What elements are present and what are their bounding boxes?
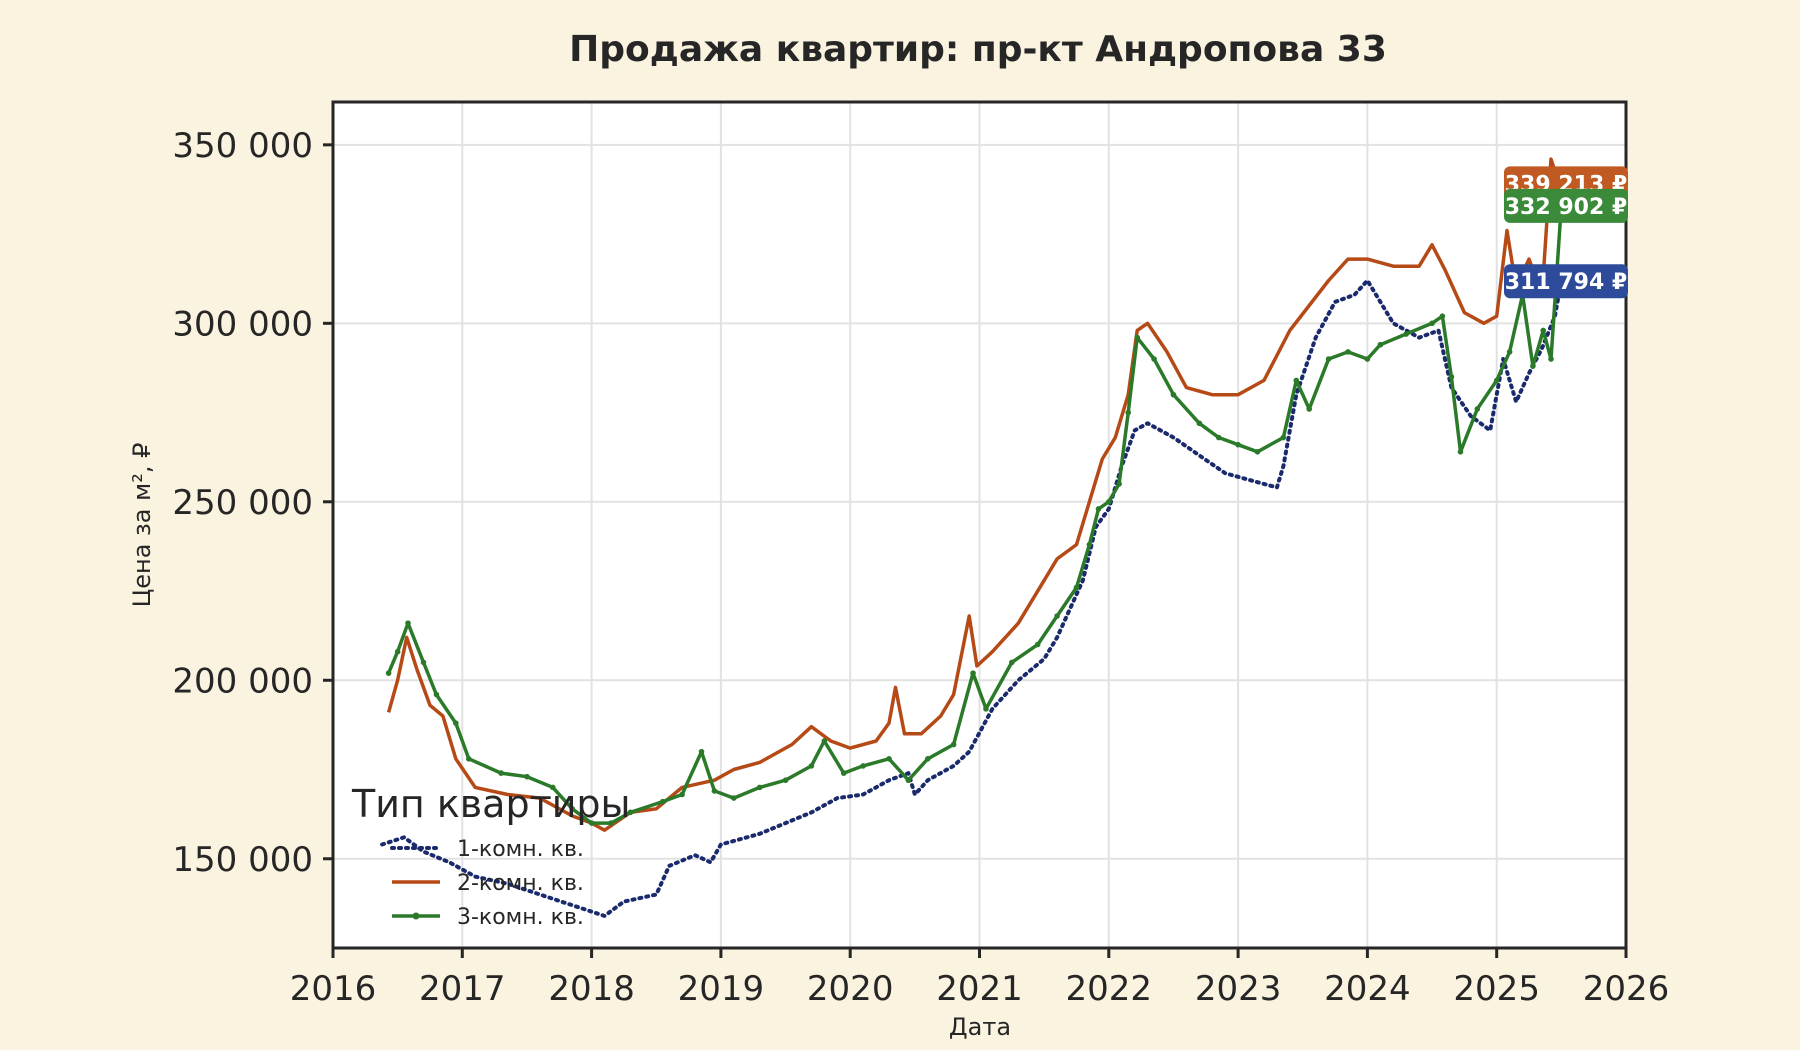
series-point: [1034, 641, 1041, 648]
series-point: [1457, 449, 1464, 455]
x-tick-label: 2020: [807, 969, 894, 1009]
y-tick-label: 150 000: [172, 840, 313, 880]
series-point: [1325, 356, 1332, 362]
series-point: [983, 706, 989, 712]
series-point: [698, 748, 705, 755]
series-point: [1540, 327, 1547, 334]
series-point: [627, 809, 634, 816]
series-point: [420, 659, 427, 666]
y-tick-label: 250 000: [172, 483, 313, 523]
series-point: [808, 763, 815, 769]
series-point: [840, 770, 847, 776]
series-point: [453, 720, 459, 726]
end-value-label: 311 794 ₽: [1505, 270, 1627, 295]
series-point: [1095, 506, 1102, 512]
series-point: [886, 756, 892, 762]
series-point: [731, 795, 737, 801]
series-point: [1474, 406, 1481, 412]
y-axis-label: Цена за м², ₽: [128, 443, 156, 608]
series-point: [498, 770, 504, 776]
series-point: [1054, 613, 1060, 619]
series-point: [1506, 349, 1513, 355]
series-point: [1280, 434, 1287, 441]
series-point: [782, 777, 789, 784]
ticks: 2016 2017 2018 2019 2020 2021 2022 2023 2024 2025…: [172, 126, 1669, 1009]
series-point: [1215, 434, 1222, 441]
series-point: [950, 741, 957, 748]
series-point: [1235, 441, 1241, 448]
chart-title: Продажа квартир: пр-кт Андропова 33: [569, 29, 1387, 70]
y-tick-label: 300 000: [172, 304, 313, 344]
series-point: [1377, 341, 1384, 348]
legend: Тип квартиры 1-комн. кв. 2-комн. кв. 3-комн…: [351, 782, 631, 930]
series-point: [1448, 374, 1455, 380]
x-tick-label: 2026: [1583, 969, 1670, 1009]
series-point: [1196, 420, 1203, 427]
series-point: [394, 648, 401, 655]
x-tick-label: 2017: [419, 969, 506, 1009]
series-point: [1116, 481, 1122, 487]
series-point: [1548, 356, 1554, 362]
series-point: [1403, 331, 1409, 337]
x-tick-label: 2022: [1066, 969, 1153, 1009]
series-point: [1125, 409, 1131, 416]
end-label-box: [1504, 264, 1628, 299]
end-value-label: 332 902 ₽: [1505, 195, 1627, 220]
legend-label: 1-комн. кв.: [457, 837, 584, 862]
legend-label: 3-комн. кв.: [457, 905, 584, 930]
series-point: [679, 791, 685, 798]
y-tick-label: 350 000: [172, 126, 313, 166]
series-point: [405, 620, 411, 626]
y-tick-label: 200 000: [172, 661, 313, 701]
series-point: [465, 756, 472, 762]
series-point: [608, 820, 614, 826]
series-point: [970, 670, 976, 676]
series-point: [1429, 320, 1435, 327]
x-tick-label: 2025: [1453, 969, 1540, 1009]
x-tick-label: 2019: [678, 969, 765, 1009]
end-label-box: [1504, 188, 1628, 223]
series-point: [659, 798, 666, 805]
end-labels: 339 213 ₽332 902 ₽311 794 ₽: [1504, 166, 1628, 299]
series-point: [1106, 498, 1112, 505]
series-point: [756, 784, 763, 791]
series-point: [1493, 377, 1500, 384]
series-point: [711, 788, 718, 794]
series-point: [1530, 363, 1536, 369]
series-point: [433, 691, 440, 698]
x-tick-label: 2021: [936, 969, 1023, 1009]
series-point: [860, 763, 866, 769]
series-layer: [380, 157, 1565, 918]
series-point: [821, 738, 828, 744]
x-tick-label: 2018: [548, 969, 635, 1009]
series-point: [1254, 449, 1261, 455]
series-point: [1009, 659, 1015, 666]
x-tick-label: 2016: [290, 969, 377, 1009]
legend-label: 2-комн. кв.: [457, 871, 584, 896]
series-line-1: [380, 278, 1564, 918]
x-tick-label: 2024: [1324, 969, 1411, 1009]
series-point: [1086, 541, 1093, 548]
series-point: [1439, 313, 1446, 319]
legend-marker: [412, 912, 420, 920]
series-point: [1073, 584, 1080, 591]
series-point: [569, 805, 576, 812]
series-point: [1345, 349, 1351, 355]
series-point: [924, 756, 931, 762]
series-point: [1293, 377, 1300, 384]
series-point: [1151, 356, 1157, 362]
series-point: [385, 670, 392, 676]
series-point: [1134, 334, 1141, 341]
series-point: [1306, 406, 1313, 412]
legend-title: Тип квартиры: [351, 782, 631, 826]
x-axis-label: Дата: [949, 1013, 1011, 1041]
x-tick-label: 2023: [1195, 969, 1282, 1009]
series-point: [588, 820, 595, 826]
series-point: [1364, 356, 1371, 362]
series-point: [524, 773, 530, 780]
series-point: [905, 777, 912, 784]
series-point: [1170, 391, 1177, 398]
series-point: [550, 784, 556, 791]
